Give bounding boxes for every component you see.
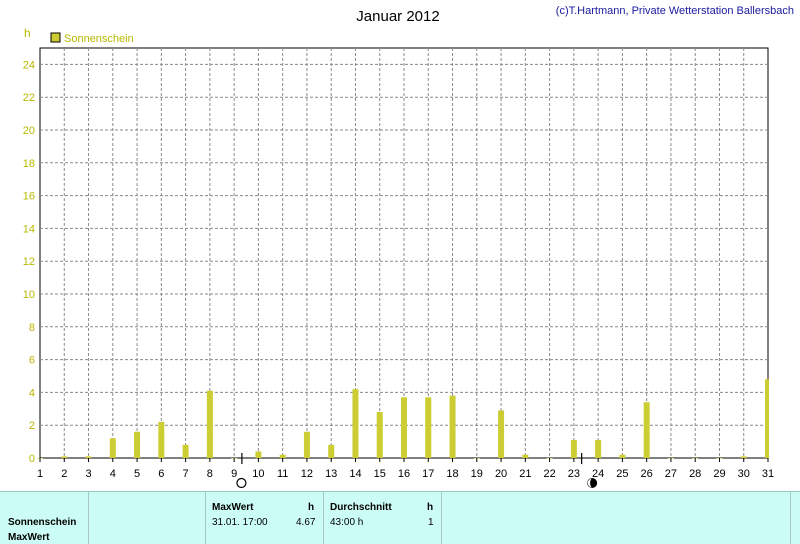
legend-swatch	[50, 32, 61, 43]
sunshine-bar-day-7	[182, 444, 189, 458]
summary-panel: MaxWert h Durchschnitt h Sonnenschein 31…	[0, 491, 800, 544]
avg-header: Durchschnitt	[330, 502, 392, 513]
sunshine-bar-day-17	[425, 397, 432, 458]
y-tick-label: 8	[29, 322, 35, 334]
sunshine-bar-day-5	[134, 431, 141, 458]
sunshine-chart: Januar 2012 (c)T.Hartmann, Private Wette…	[23, 5, 794, 489]
x-tick-label: 6	[158, 468, 164, 480]
max-value: 4.67	[296, 517, 316, 528]
y-tick-label: 22	[23, 92, 35, 104]
grid-lines	[40, 48, 768, 458]
sunshine-bar-day-6	[158, 421, 165, 458]
x-tick-label: 21	[519, 468, 531, 480]
divider	[88, 492, 89, 544]
y-tick-label: 14	[23, 223, 35, 235]
x-tick-label: 2	[61, 468, 67, 480]
x-tick-label: 19	[471, 468, 483, 480]
max-unit: h	[308, 502, 315, 513]
x-tick-label: 9	[231, 468, 237, 480]
x-tick-label: 27	[665, 468, 677, 480]
x-tick-label: 30	[738, 468, 750, 480]
legend-label: Sonnenschein	[64, 33, 134, 45]
x-tick-label: 14	[349, 468, 361, 480]
sunshine-bar-day-4	[109, 438, 116, 458]
y-tick-label: 6	[29, 355, 35, 367]
y-tick-label: 2	[29, 420, 35, 432]
y-tick-label: 4	[29, 387, 35, 399]
x-tick-label: 28	[689, 468, 701, 480]
x-tick-label: 11	[277, 468, 288, 480]
x-tick-label: 3	[85, 468, 91, 480]
x-tick-label: 8	[207, 468, 213, 480]
x-tick-label: 22	[543, 468, 555, 480]
x-tick-label: 13	[325, 468, 337, 480]
avg-count: 1	[428, 517, 434, 528]
max-header: MaxWert	[212, 502, 254, 513]
sunshine-bar-day-10	[255, 451, 262, 458]
sunshine-bar-day-26	[643, 402, 650, 458]
y-tick-label: 10	[23, 289, 35, 301]
sunshine-bar-day-25	[619, 454, 626, 458]
x-tick-label: 18	[446, 468, 458, 480]
x-tick-label: 23	[568, 468, 580, 480]
sunshine-bar-day-14	[352, 389, 359, 458]
divider	[441, 492, 442, 544]
new-moon-icon	[587, 478, 598, 488]
x-tick-label: 24	[592, 468, 604, 480]
y-tick-label: 18	[23, 158, 35, 170]
y-tick-label: 12	[23, 256, 35, 268]
x-tick-label: 1	[37, 468, 43, 480]
chart-title: Januar 2012	[356, 8, 439, 25]
divider	[323, 492, 324, 544]
avg-value: 43:00 h	[330, 517, 364, 528]
sunshine-bar-day-21	[522, 454, 529, 458]
x-tick-label: 29	[713, 468, 725, 480]
sunshine-bar-day-23	[570, 439, 577, 458]
x-tick-label: 16	[398, 468, 410, 480]
sunshine-bar-day-30	[740, 456, 747, 458]
y-tick-label: 0	[29, 453, 35, 465]
copyright-text: (c)T.Hartmann, Private Wetterstation Bal…	[556, 5, 794, 17]
sunshine-bar-day-18	[449, 395, 456, 458]
x-tick-label: 31	[762, 468, 774, 480]
x-axis-ticks: 1 2 3 4 5 6 7 8 9 10 11 12 13 14 15 16 17 18 19 20 21 22 23 24 2…	[37, 458, 774, 480]
sunshine-bar-day-15	[376, 412, 383, 458]
x-tick-label: 25	[616, 468, 628, 480]
x-tick-label: 10	[252, 468, 264, 480]
y-tick-label: 20	[23, 125, 35, 137]
sunshine-bar-day-20	[498, 410, 505, 458]
moon-phases	[236, 453, 598, 489]
divider	[790, 492, 791, 544]
full-moon-icon	[236, 477, 247, 489]
sunshine-bar-day-3	[85, 456, 92, 458]
sunshine-bar-day-12	[303, 431, 310, 458]
avg-unit: h	[427, 502, 434, 513]
y-tick-label: 24	[23, 59, 35, 71]
x-tick-label: 20	[495, 468, 507, 480]
sunshine-bar-day-16	[401, 397, 407, 458]
sunshine-bar-day-31	[765, 379, 769, 458]
y-tick-label: 16	[23, 191, 35, 203]
x-tick-label: 17	[422, 468, 434, 480]
sunshine-bar-day-8	[206, 390, 213, 458]
row-label-maxwert: MaxWert	[8, 532, 50, 543]
x-tick-label: 26	[641, 468, 653, 480]
x-tick-label: 12	[301, 468, 313, 480]
divider	[205, 492, 206, 544]
x-tick-label: 5	[134, 468, 140, 480]
sunshine-bar-day-2	[61, 456, 68, 458]
sunshine-bar-day-24	[595, 439, 602, 458]
x-tick-label: 15	[374, 468, 386, 480]
row-label-sonnenschein: Sonnenschein	[8, 517, 77, 528]
sunshine-bar-day-13	[328, 444, 335, 458]
bars	[37, 379, 769, 459]
x-tick-label: 4	[110, 468, 116, 480]
max-date: 31.01. 17:00	[212, 517, 268, 528]
sunshine-bar-day-11	[279, 454, 286, 458]
y-axis-unit: h	[24, 26, 31, 40]
x-tick-label: 7	[183, 468, 189, 480]
